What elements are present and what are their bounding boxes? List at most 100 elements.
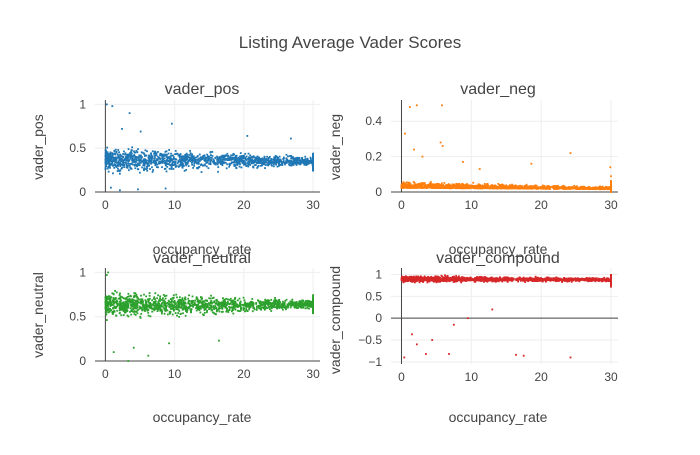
data-point (185, 156, 187, 158)
data-point (152, 169, 154, 171)
data-point (119, 189, 121, 191)
data-point (133, 347, 135, 349)
data-point (404, 187, 406, 189)
data-point (131, 309, 133, 311)
data-point (133, 292, 135, 294)
data-point (433, 187, 435, 189)
data-point (195, 159, 197, 161)
data-point (312, 162, 314, 164)
data-point (152, 304, 154, 306)
data-point (296, 301, 298, 303)
data-point (209, 307, 211, 309)
data-point (203, 314, 205, 316)
data-point (305, 307, 307, 309)
data-point (310, 306, 312, 308)
data-point (168, 164, 170, 166)
data-point (308, 305, 310, 307)
data-point (254, 157, 256, 159)
data-point (312, 167, 314, 169)
data-point (124, 152, 126, 154)
data-point (180, 164, 182, 166)
data-point (200, 305, 202, 307)
data-point (113, 293, 115, 295)
data-point (239, 166, 241, 168)
data-point (422, 183, 424, 185)
data-point (562, 187, 564, 189)
data-point (166, 170, 168, 172)
data-point (258, 161, 260, 163)
data-point (133, 150, 135, 152)
data-point (170, 311, 172, 313)
data-point (120, 300, 122, 302)
data-point (135, 306, 137, 308)
data-point (166, 305, 168, 307)
data-point (275, 161, 277, 163)
data-point (545, 188, 547, 190)
data-point (176, 153, 178, 155)
data-point (291, 303, 293, 305)
data-point (198, 161, 200, 163)
data-point (105, 313, 107, 315)
data-point (250, 156, 252, 158)
data-point (212, 311, 214, 313)
data-point (229, 163, 231, 165)
data-point (210, 306, 212, 308)
data-point (274, 297, 276, 299)
data-point (234, 309, 236, 311)
data-point (584, 188, 586, 190)
data-point (150, 315, 152, 317)
data-point (105, 165, 107, 167)
y-tick-label: 1 (79, 265, 86, 279)
data-point (148, 159, 150, 161)
data-point (152, 150, 154, 152)
subplot-title: vader_neg (460, 81, 536, 98)
data-point (143, 308, 145, 310)
data-point (130, 314, 132, 316)
data-point (455, 187, 457, 189)
data-point (223, 155, 225, 157)
data-point (121, 128, 123, 130)
subplot-vader-neg: vader_neg occupancy_rate vader_neg (327, 81, 548, 257)
data-point (136, 151, 138, 153)
data-point (284, 164, 286, 166)
data-point (573, 185, 575, 187)
data-point (127, 305, 129, 307)
data-point (215, 303, 217, 305)
data-point (185, 305, 187, 307)
data-point (282, 303, 284, 305)
data-point (479, 168, 481, 170)
data-point (113, 303, 115, 305)
data-point (304, 156, 306, 158)
data-point (201, 303, 203, 305)
data-point (506, 186, 508, 188)
data-point (267, 159, 269, 161)
data-point (155, 154, 157, 156)
data-point (143, 164, 145, 166)
data-point (511, 188, 513, 190)
data-point (310, 158, 312, 160)
data-point (163, 154, 165, 156)
data-point (430, 184, 432, 186)
data-point (253, 167, 255, 169)
data-point (312, 308, 314, 310)
data-point (279, 303, 281, 305)
data-point (125, 163, 127, 165)
data-point (300, 307, 302, 309)
data-point (187, 154, 189, 156)
data-point (211, 157, 213, 159)
data-point (123, 164, 125, 166)
data-point (164, 157, 166, 159)
data-point (296, 306, 298, 308)
data-point (285, 157, 287, 159)
data-point (228, 157, 230, 159)
data-point (152, 161, 154, 163)
x-tick-label: 20 (534, 198, 548, 212)
data-point (163, 294, 165, 296)
data-point (282, 301, 284, 303)
data-point (240, 152, 242, 154)
data-point (157, 294, 159, 296)
data-point (236, 305, 238, 307)
data-point (137, 168, 139, 170)
data-point (154, 160, 156, 162)
data-point (127, 293, 129, 295)
